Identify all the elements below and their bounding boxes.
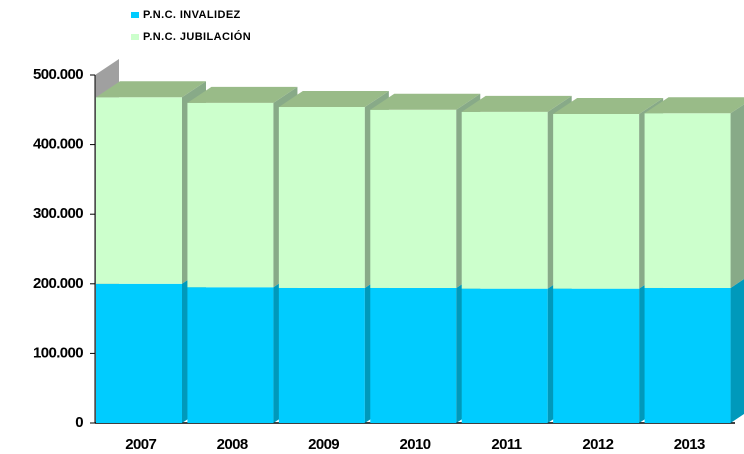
bar-segment	[278, 107, 365, 288]
bar-side	[730, 279, 744, 423]
x-tick-label: 2013	[674, 436, 705, 453]
bar-segment	[370, 109, 457, 288]
x-tick-label: 2007	[125, 436, 156, 453]
bar-segment	[187, 287, 274, 423]
legend-label: P.N.C. INVALIDEZ	[143, 9, 241, 21]
y-tick-label: 200.000	[33, 275, 83, 292]
bar-segment	[96, 283, 182, 423]
legend-label: P.N.C. JUBILACIÓN	[143, 30, 251, 43]
y-tick-label: 100.000	[33, 344, 83, 361]
bar-segment	[187, 102, 274, 288]
y-tick-label: 500.000	[33, 66, 83, 83]
bar-segment	[553, 113, 640, 289]
bar-side	[730, 104, 744, 288]
bar-segment	[461, 111, 548, 289]
bar-segment	[278, 287, 365, 423]
y-tick-label: 400.000	[33, 136, 83, 153]
y-tick-label: 0	[75, 414, 83, 431]
bar-top	[370, 93, 481, 110]
x-tick-label: 2009	[308, 436, 339, 453]
bar-segment	[553, 288, 640, 423]
bar-top	[461, 95, 572, 112]
x-tick-label: 2011	[491, 436, 521, 453]
y-tick-label: 300.000	[33, 205, 83, 222]
bar-segment	[370, 287, 457, 423]
bar-segment	[96, 97, 182, 284]
bar-segment	[461, 288, 548, 423]
legend-swatch	[131, 34, 139, 40]
bar-top	[644, 97, 744, 114]
x-tick-label: 2008	[217, 436, 248, 453]
bar-segment	[644, 113, 731, 288]
bar-top	[187, 86, 298, 103]
x-tick-label: 2012	[582, 436, 613, 453]
bar-top	[96, 81, 206, 98]
legend-swatch	[131, 12, 139, 18]
bar-top	[278, 91, 389, 108]
x-tick-label: 2010	[400, 436, 431, 453]
bar-segment	[644, 287, 731, 423]
bar-top	[553, 97, 664, 114]
